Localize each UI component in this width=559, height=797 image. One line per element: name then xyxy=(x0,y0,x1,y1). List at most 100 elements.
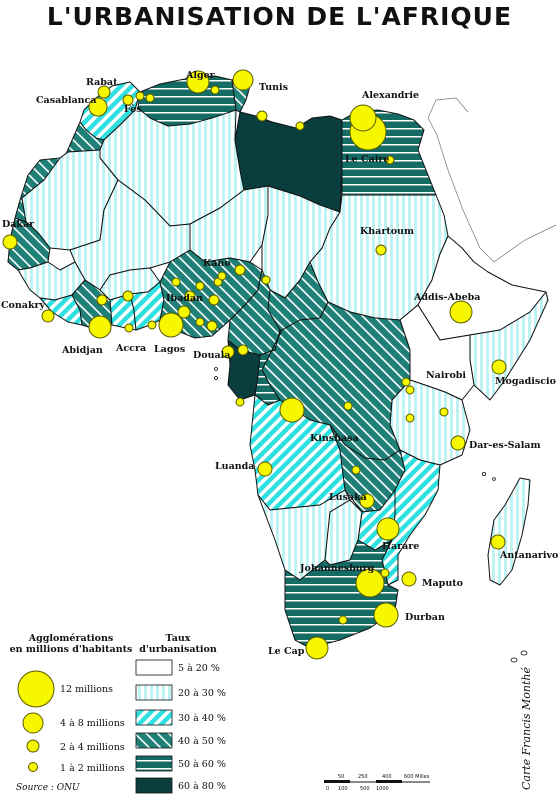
city-tripoli xyxy=(256,110,268,122)
city-ouaga xyxy=(122,290,134,302)
label-tunis: Tunis xyxy=(259,82,288,93)
island xyxy=(510,657,518,663)
legend-rate-swatch-50-60 xyxy=(135,755,173,772)
label-le-caire: Le Caire xyxy=(345,154,389,165)
city-kisangani xyxy=(343,401,353,411)
legend-rate-label-20-30: 20 à 30 % xyxy=(178,688,226,699)
city-luanda xyxy=(257,461,273,477)
island xyxy=(520,650,528,656)
label-harare: Harare xyxy=(382,541,419,552)
city-benghazi xyxy=(295,121,305,131)
legend-size-heading: Agglomérations en millions d'habitants xyxy=(6,633,136,655)
city-mogadiscio xyxy=(491,359,507,375)
label-douala: Douala xyxy=(193,350,230,361)
external-borders xyxy=(427,97,557,263)
city-ibadan xyxy=(184,290,196,302)
label-kinshasa: Kinshasa xyxy=(310,433,359,444)
city-port-harcourt xyxy=(206,320,218,332)
city-lusaka xyxy=(359,493,375,509)
city-benin-city xyxy=(177,305,191,319)
city-brazzaville xyxy=(235,397,245,407)
label-lagos: Lagos xyxy=(154,344,185,355)
city-markers xyxy=(2,69,507,660)
scale-bottom-tick-3: 500 xyxy=(360,786,370,792)
label-dar-es-salam: Dar-es-Salam xyxy=(469,440,541,451)
scale-bar: 50 250 400 600 Milles 0 100 500 1000 xyxy=(324,774,430,792)
label-kano: Kano xyxy=(203,258,231,269)
city-lubumbashi xyxy=(351,465,361,475)
city-bamako xyxy=(96,294,108,306)
city-fes xyxy=(122,94,134,106)
legend-size-12m-circle xyxy=(17,670,55,708)
label-antananarivo: Antanarivo xyxy=(499,550,558,561)
legend-rate-swatch-30-40 xyxy=(135,709,173,726)
map-credit: Carte Francis Monthé xyxy=(520,667,533,790)
city-pretoria xyxy=(380,568,390,578)
legend-rate-heading: Taux d'urbanisation xyxy=(139,633,217,655)
legend-size-4-8m-circle xyxy=(22,712,44,734)
city-abidjan xyxy=(88,315,112,339)
legend-size-1-2m-label: 1 à 2 millions xyxy=(60,763,125,774)
label-fes: Fès xyxy=(124,104,142,115)
city-yaounde xyxy=(221,345,235,359)
source-note: Source : ONU xyxy=(16,783,80,793)
city-maputo xyxy=(401,571,417,587)
label-rabat: Rabat xyxy=(86,77,118,88)
label-abidjan: Abidjan xyxy=(61,345,103,356)
city-ogbomosho xyxy=(208,294,220,306)
countries xyxy=(7,73,549,649)
city-lome xyxy=(147,320,157,330)
label-le-cap: Le Cap xyxy=(268,646,305,657)
city-kampala xyxy=(405,385,415,395)
scale-top-tick-4: 600 Milles xyxy=(404,774,430,780)
island xyxy=(492,477,496,481)
legend-size-1-2m-circle xyxy=(28,762,38,772)
island xyxy=(214,367,218,371)
legend-size-2-4m-circle xyxy=(26,739,40,753)
label-alexandrie: Alexandrie xyxy=(361,90,419,101)
legend-rate-swatch-60-80 xyxy=(135,777,173,794)
legend-sizes: 12 millions 4 à 8 millions 2 à 4 million… xyxy=(17,670,125,774)
city-mwanza xyxy=(405,413,415,423)
city-khartoum xyxy=(375,244,387,256)
city-nairobi xyxy=(401,377,411,387)
label-lusaka: Lusaka xyxy=(329,492,367,503)
city-kigali xyxy=(439,407,449,417)
legend-rate-label-40-50: 40 à 50 % xyxy=(178,736,226,747)
city-niamey xyxy=(171,277,181,287)
city-kano xyxy=(234,264,246,276)
legend-rate-swatch-20-30 xyxy=(135,684,173,701)
label-luanda: Luanda xyxy=(215,461,254,472)
label-alger: Alger xyxy=(185,70,216,81)
scale-bottom-tick-2: 100 xyxy=(338,786,348,792)
city-alger-2 xyxy=(135,91,145,101)
label-addis-abeba: Addis-Abeba xyxy=(413,292,480,303)
scale-top-tick-2: 250 xyxy=(358,774,368,780)
legend-rate-label-50-60: 50 à 60 % xyxy=(178,759,226,770)
city-maiduguri xyxy=(261,275,271,285)
island xyxy=(481,471,486,476)
city-enugu xyxy=(195,317,205,327)
city-alger xyxy=(186,70,210,94)
city-johannesburg xyxy=(355,568,385,598)
city-port-elizabeth xyxy=(338,615,348,625)
legend-size-heading-line-1: Agglomérations xyxy=(28,633,114,644)
label-casablanca: Casablanca xyxy=(36,95,96,106)
city-rabat xyxy=(97,85,111,99)
island xyxy=(214,376,218,380)
scale-top-tick-1: 50 xyxy=(338,774,344,780)
city-le-cap xyxy=(305,636,329,660)
city-labels: Alger Tunis Rabat Casablanca Fès Alexand… xyxy=(1,70,558,657)
label-ibadan: Ibadan xyxy=(166,293,203,304)
city-abuja xyxy=(217,271,227,281)
city-tunis xyxy=(232,69,254,91)
legend-rate-label-60-80: 60 à 80 % xyxy=(178,781,226,792)
city-dar-es-salam xyxy=(450,435,466,451)
label-nairobi: Nairobi xyxy=(426,370,466,381)
city-conakry xyxy=(41,309,55,323)
label-accra: Accra xyxy=(115,343,146,354)
city-durban xyxy=(373,602,399,628)
city-alexandria-2 xyxy=(385,155,395,165)
city-addis-abeba xyxy=(449,300,473,324)
